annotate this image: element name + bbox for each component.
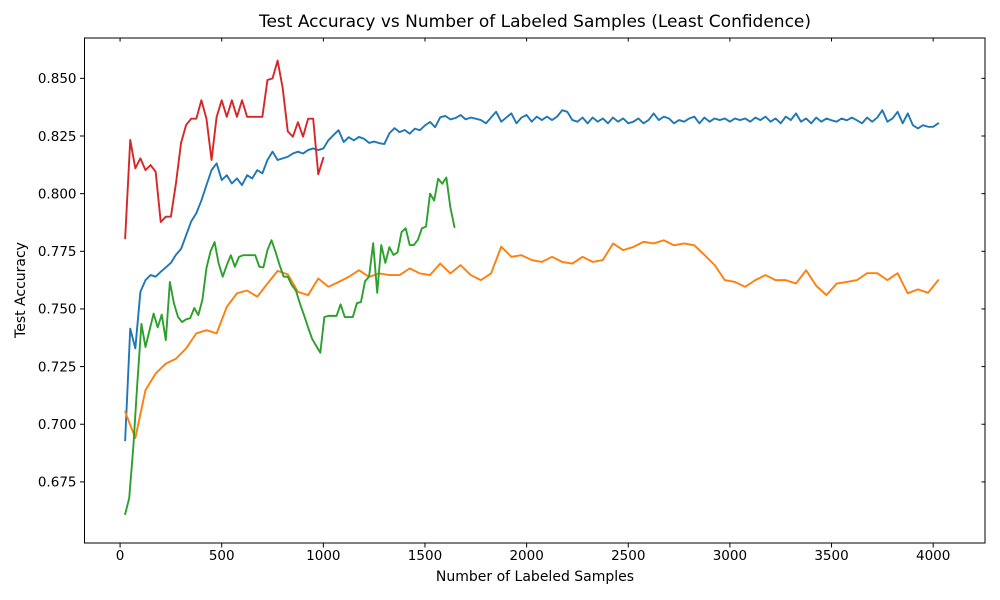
y-axis-tick-label: 0.800 [38, 186, 77, 202]
line-series-red [124, 59, 325, 240]
y-axis-tick-label: 0.725 [38, 359, 77, 375]
x-axis-tick-label: 2500 [611, 548, 645, 564]
y-axis-tick-label: 0.775 [38, 244, 77, 260]
x-axis-tick-label: 3500 [814, 548, 848, 564]
x-axis-tick-label: 1000 [306, 548, 340, 564]
x-axis-tick-label: 4000 [916, 548, 950, 564]
plot-area: 0 500 1000 1500 2000 2500 3000 3500 4000 0.675 0.7… [38, 37, 986, 564]
y-axis-tick-label: 0.675 [38, 475, 77, 491]
y-axis-label: Test Accuracy [13, 242, 29, 339]
axes-spines [84, 37, 986, 544]
x-axis-tick-label: 1500 [408, 548, 442, 564]
y-axis-tick-label: 0.700 [38, 417, 77, 433]
x-axis-tick-label: 2000 [509, 548, 543, 564]
x-axis-tick-label: 500 [209, 548, 235, 564]
chart-title: Test Accuracy vs Number of Labeled Sampl… [258, 12, 811, 32]
x-axis-tick-label: 0 [116, 548, 125, 564]
y-axis-tick-label: 0.750 [38, 302, 77, 318]
y-axis-tick-label: 0.850 [38, 71, 77, 87]
line-series-blue [124, 109, 940, 442]
y-axis-tick-label: 0.825 [38, 129, 77, 145]
x-axis-tick-label: 3000 [713, 548, 747, 564]
x-axis-label: Number of Labeled Samples [436, 569, 634, 585]
line-series-orange [124, 239, 940, 440]
line-series-green [124, 176, 456, 516]
